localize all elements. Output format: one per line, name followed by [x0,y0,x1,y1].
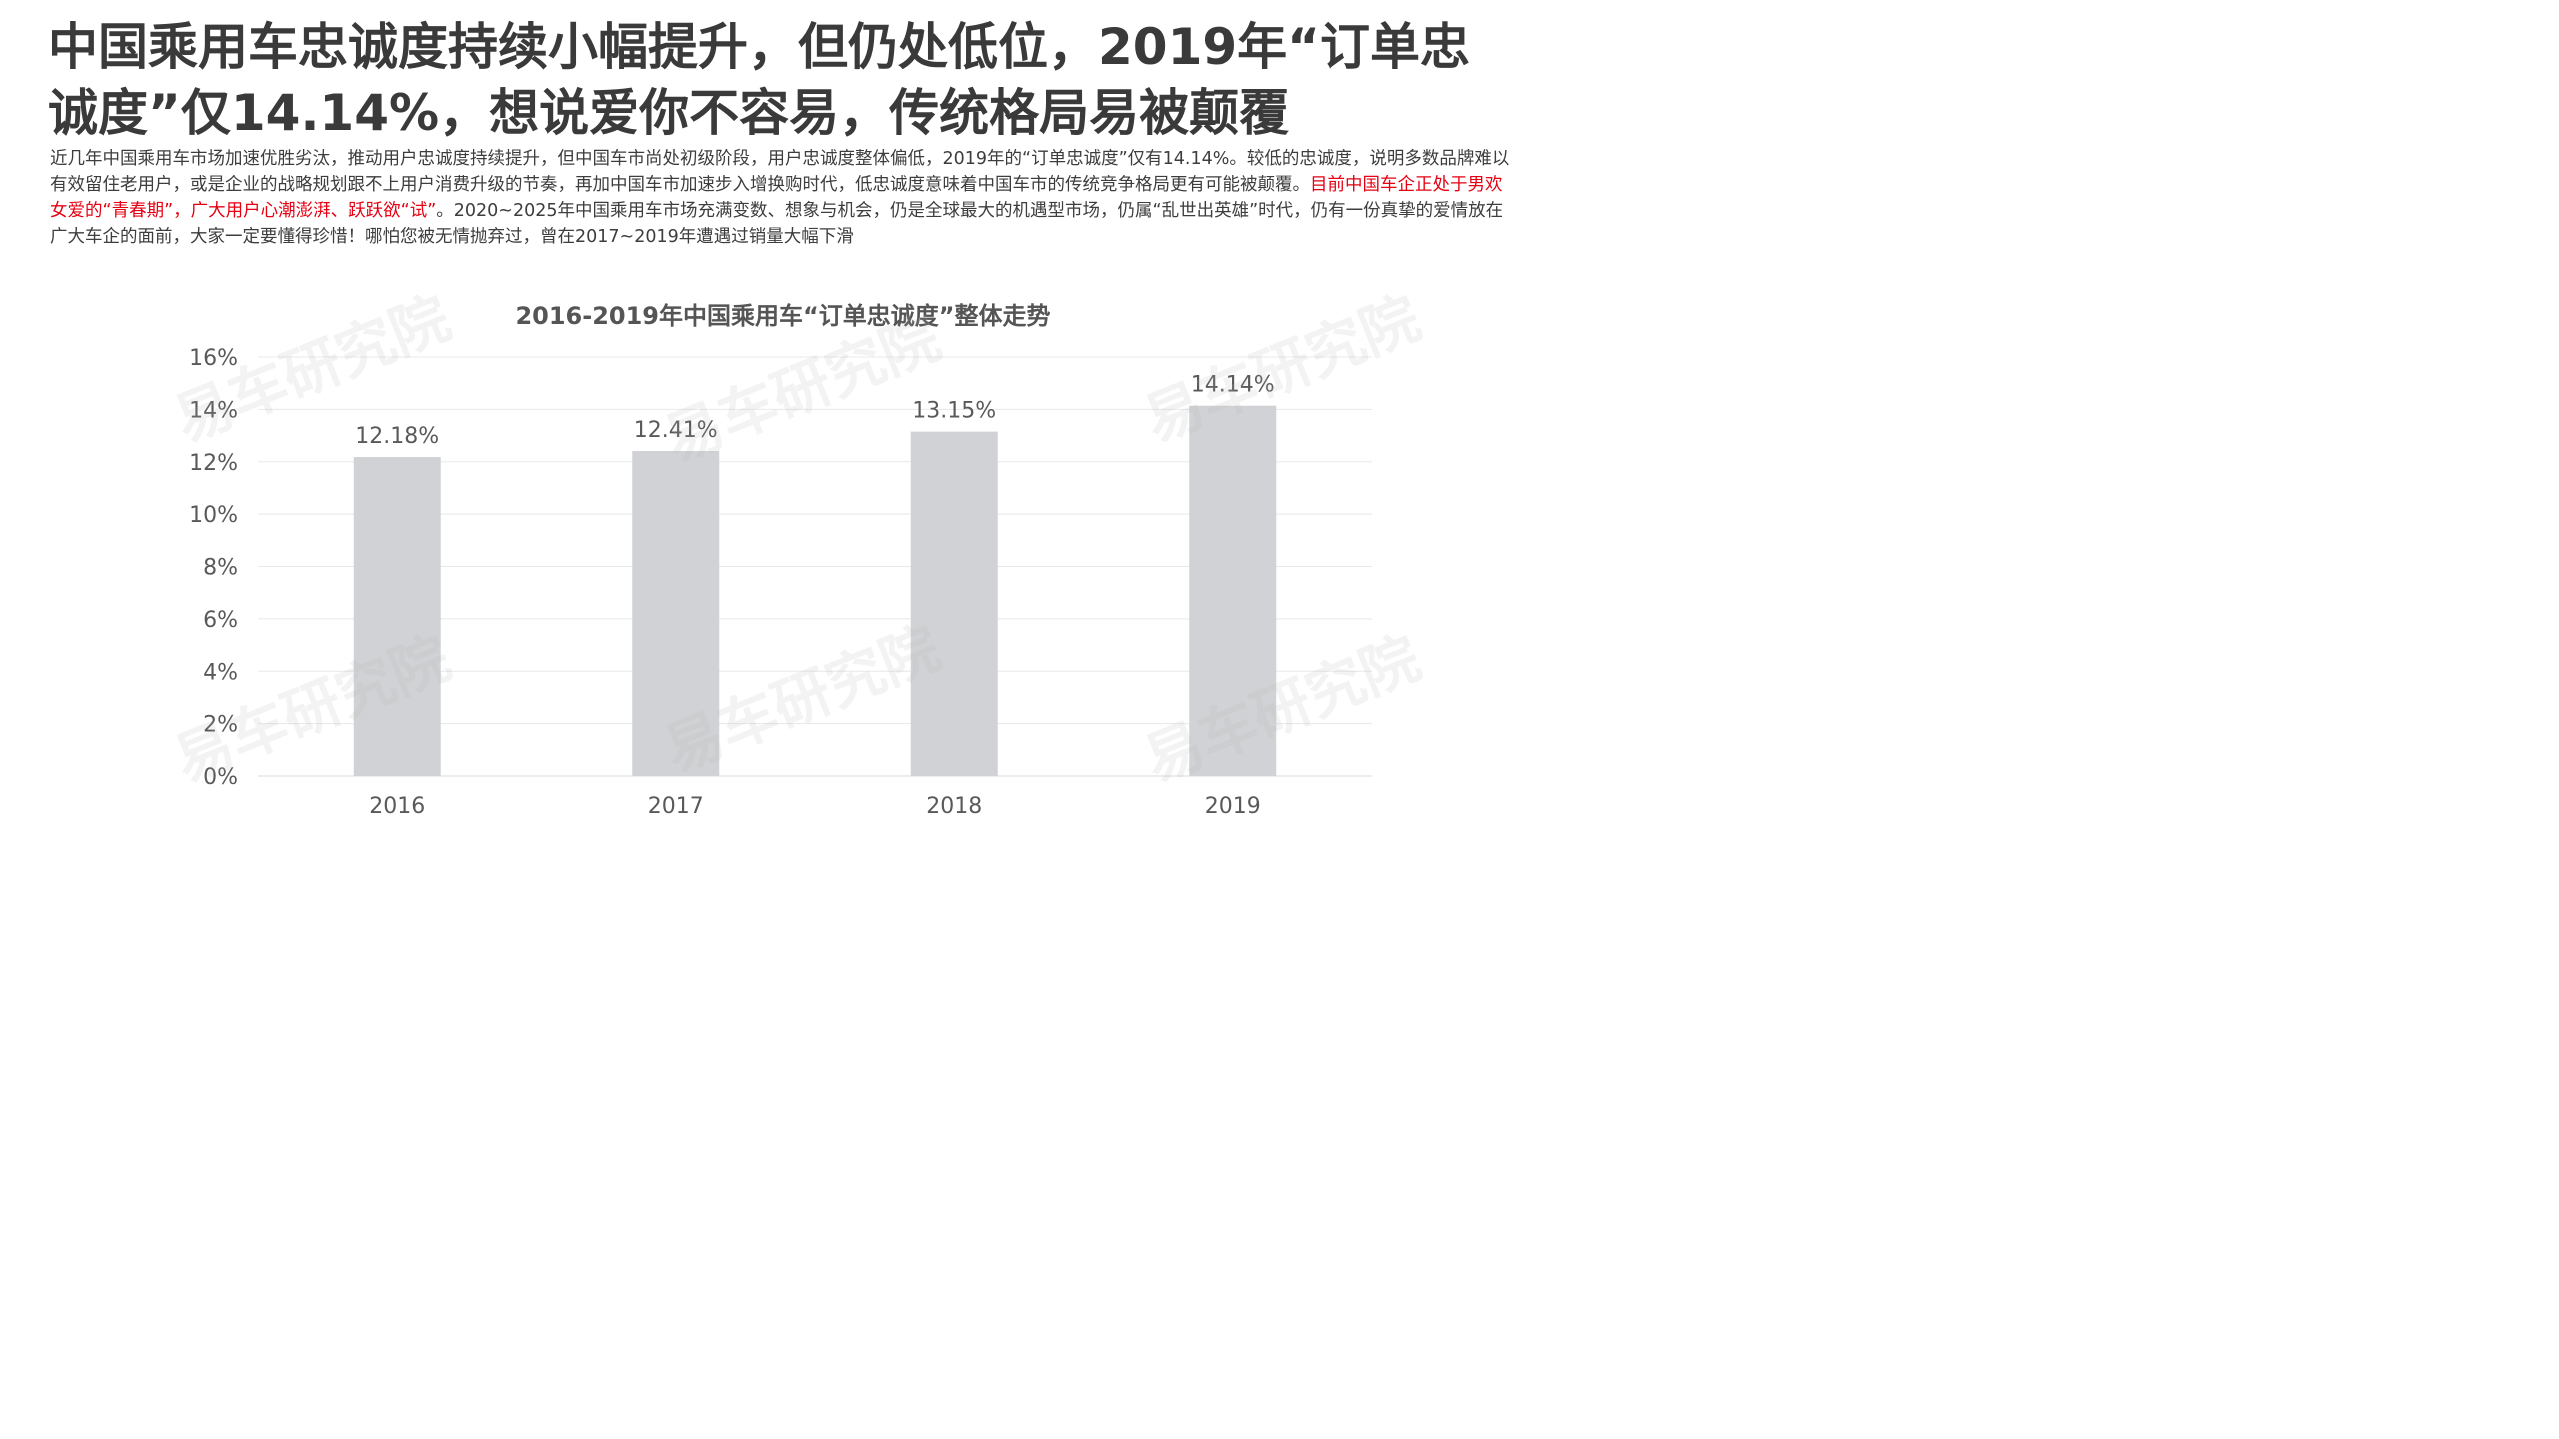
y-tick-label: 6% [203,608,238,633]
y-tick-label: 8% [203,556,238,581]
slide-summary: 近几年中国乘用车市场加速优胜劣汰，推动用户忠诚度持续提升，但中国车市尚处初级阶段… [50,146,1515,250]
y-tick-label: 4% [203,660,238,685]
y-tick-label: 2% [203,713,238,738]
bar [632,451,720,776]
x-tick-label: 2016 [369,794,425,819]
y-tick-label: 10% [189,503,238,528]
y-tick-label: 12% [189,451,238,476]
bar-value-label: 14.14% [1191,373,1275,398]
bar-chart: 0% 2% 4% 6% 8% 10% 12% 14% 16% 12.18% 2016 12.41% 20… [189,346,1372,819]
bar-value-label: 12.18% [355,424,439,449]
slide-headline: 中国乘用车忠诚度持续小幅提升，但仍处低位，2019年“订单忠诚度”仅14.14%… [48,18,1471,142]
bar [1189,405,1277,776]
chart-title: 2016-2019年中国乘用车“订单忠诚度”整体走势 [515,302,1051,330]
bar [353,457,441,776]
summary-highlight: 目前中国车企正处于男欢女爱的“青春期”，广大用户心潮澎湃、跃跃欲“试” [50,175,1503,221]
y-tick-label: 0% [203,765,238,790]
summary-text: 近几年中国乘用车市场加速优胜劣汰，推动用户忠诚度持续提升，但中国车市尚处初级阶段… [50,149,1510,195]
x-tick-label: 2018 [926,794,982,819]
y-tick-label: 14% [189,398,238,423]
summary-text-continued: 。2020~2025年中国乘用车市场充满变数、想象与机会，仍是全球最大的机遇型市… [50,201,1504,247]
y-tick-label: 16% [189,346,238,371]
x-tick-label: 2017 [648,794,704,819]
bar-value-label: 12.41% [634,418,718,443]
x-tick-label: 2019 [1205,794,1261,819]
bar [910,431,998,776]
bar-value-label: 13.15% [912,399,996,424]
